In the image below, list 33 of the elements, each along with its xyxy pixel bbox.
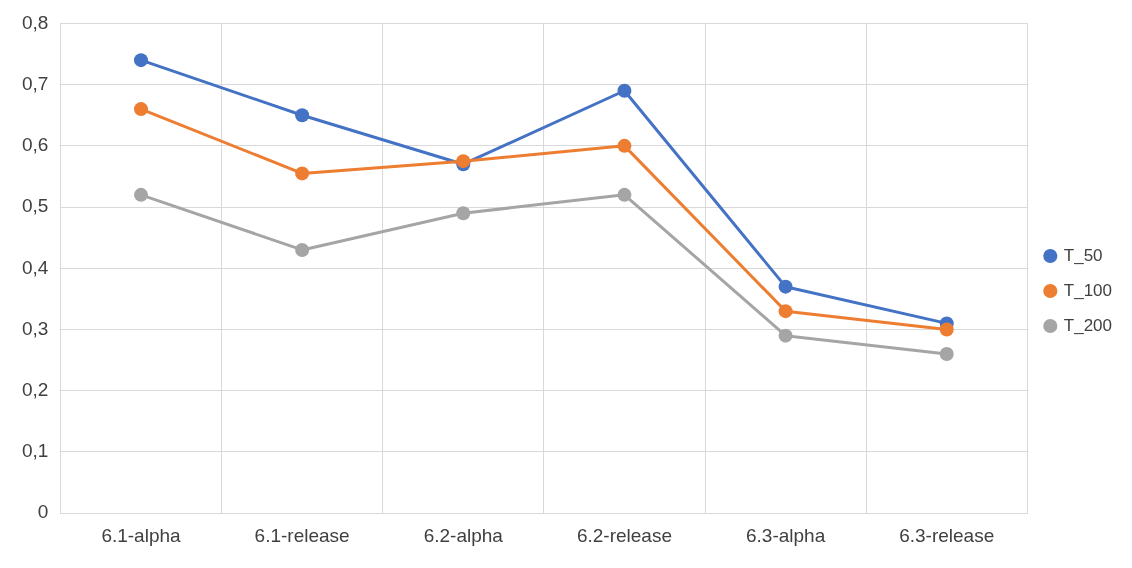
x-tick-label: 6.1-alpha [101,524,182,546]
y-tick-label: 0,4 [21,256,49,278]
point [939,322,954,337]
point [617,83,632,98]
x-tick-label: 6.3-release [899,524,995,546]
point [456,206,471,221]
y-tick-label: 0,2 [21,378,49,400]
y-tick-label: 0,7 [21,72,49,94]
y-tick-label: 0 [37,501,49,523]
legend-label: T_50 [1063,245,1103,265]
y-tick-label: 0,3 [21,317,49,339]
y-tick-label: 0,5 [21,195,49,217]
point [617,187,632,202]
point [939,347,954,362]
y-tick-label: 0,1 [21,440,49,462]
y-tick-label: 0,6 [21,134,49,156]
x-tick-label: 6.1-release [254,524,350,546]
point [617,138,632,153]
point [295,108,310,123]
y-tick-label: 0,8 [21,11,49,33]
point [778,328,793,343]
point [133,187,148,202]
point [295,242,310,257]
x-tick-label: 6.2-release [576,524,672,546]
point [295,166,310,181]
point [133,53,148,68]
x-tick-label: 6.3-alpha [745,524,826,546]
legend-label: T_200 [1063,315,1112,335]
legend-label: T_100 [1063,280,1112,300]
point [778,279,793,294]
x-tick-label: 6.2-alpha [423,524,504,546]
point [133,102,148,117]
point [778,304,793,319]
